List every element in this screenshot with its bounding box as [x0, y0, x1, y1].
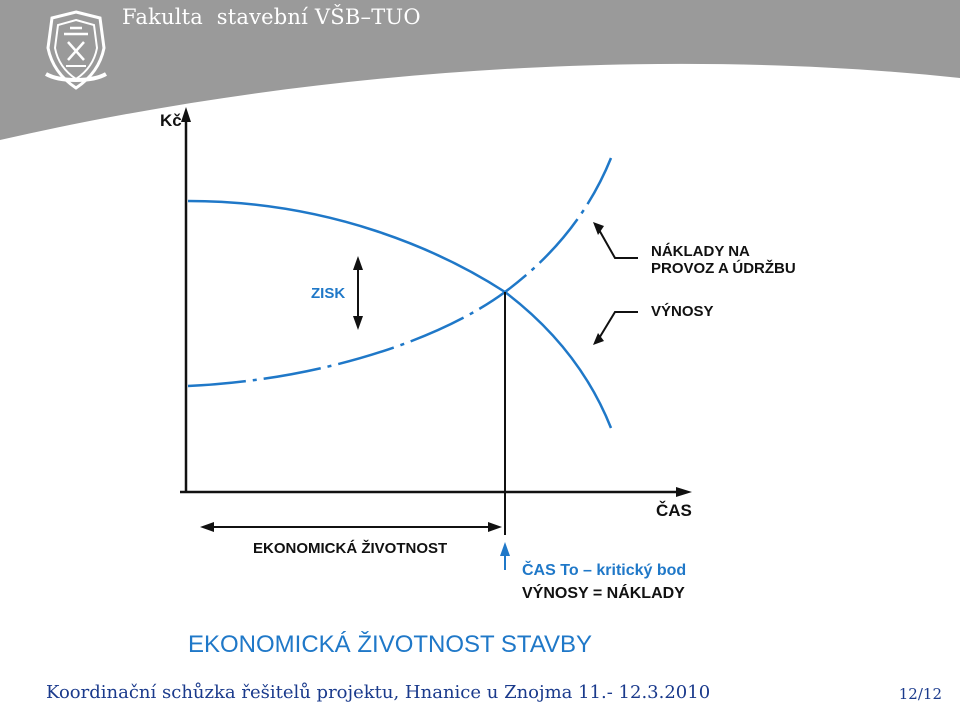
critical-point-label: ČAS To – kritický bod: [522, 560, 686, 579]
x-axis-arrowhead: [676, 487, 692, 497]
cost-curve-leader: [597, 227, 638, 259]
diagram-title: EKONOMICKÁ ŽIVOTNOST STAVBY: [188, 631, 592, 658]
faculty-emblem-icon: [45, 10, 107, 90]
revenue-curve: [187, 199, 613, 429]
y-axis-label: Kč: [160, 111, 182, 130]
x-axis-label: ČAS: [656, 501, 692, 520]
revenue-curve-label: VÝNOSY: [651, 302, 714, 320]
header-band: [0, 0, 960, 140]
revenue-curve-leader: [597, 311, 638, 341]
life-span-label: EKONOMICKÁ ŽIVOTNOST: [253, 539, 447, 557]
cost-curve: [187, 157, 613, 388]
profit-label: ZISK: [311, 285, 345, 302]
page-number: 12/12: [898, 685, 942, 703]
cost-curve-label-line2: PROVOZ A ÚDRŽBU: [651, 259, 796, 277]
cost-curve-label-line1: NÁKLADY NA: [651, 243, 750, 260]
footer-caption: Koordinační schůzka řešitelů projektu, H…: [46, 682, 711, 703]
critical-point-equation: VÝNOSY = NÁKLADY: [522, 583, 685, 602]
y-axis-arrowhead: [181, 107, 191, 122]
faculty-title: Fakulta stavební VŠB–TUO: [122, 5, 421, 29]
